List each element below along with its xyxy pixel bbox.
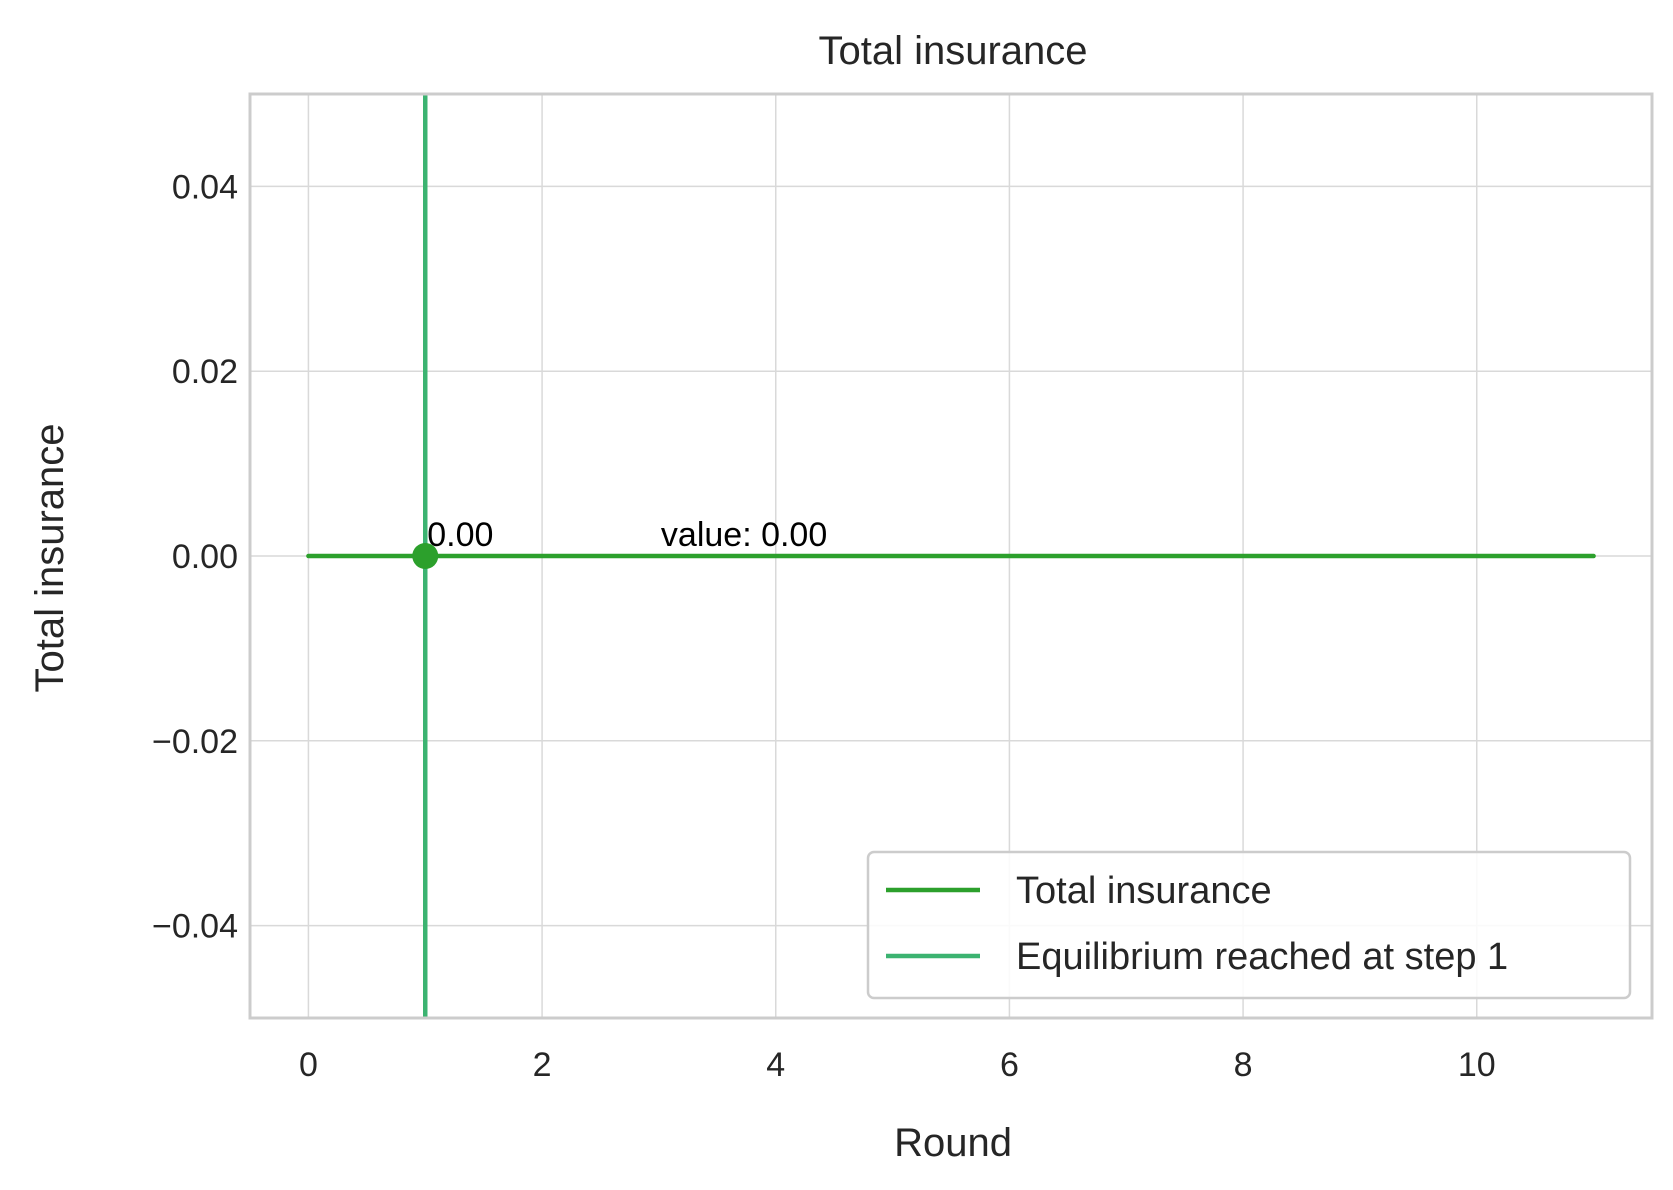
legend-box <box>866 850 1632 1000</box>
y-tick-label: −0.02 <box>152 723 238 761</box>
y-tick-label: 0.00 <box>172 538 238 576</box>
x-tick-label: 0 <box>299 1046 318 1084</box>
y-tick-labels: 0.04 0.02 0.00 −0.02 −0.04 <box>152 168 238 945</box>
plot-frame <box>248 92 1654 1020</box>
y-tick-label: −0.04 <box>152 908 238 946</box>
x-tick-label: 8 <box>1234 1046 1253 1084</box>
annotation-label: value: 0.00 <box>661 516 827 554</box>
x-tick-labels: 0 2 4 6 8 10 <box>299 1046 1496 1084</box>
y-tick-label: 0.04 <box>172 168 238 206</box>
x-axis-label: Round <box>894 1121 1012 1165</box>
legend-entry-label: Total insurance <box>1016 870 1272 912</box>
x-tick-label: 2 <box>533 1046 552 1084</box>
legend: Total insurance Equilibrium reached at st… <box>866 850 1632 1000</box>
x-tick-label: 4 <box>766 1046 785 1084</box>
chart-title: Total insurance <box>818 29 1087 73</box>
equilibrium-point <box>412 543 439 569</box>
legend-entry-label: Equilibrium reached at step 1 <box>1016 936 1508 978</box>
series-layer <box>306 94 1596 1018</box>
annotations: 0.00 value: 0.00 <box>427 516 827 554</box>
y-tick-label: 0.02 <box>172 353 238 391</box>
x-tick-label: 10 <box>1458 1046 1496 1084</box>
y-axis-label: Total insurance <box>28 423 72 692</box>
x-tick-label: 6 <box>1000 1046 1019 1084</box>
annotation-label: 0.00 <box>427 516 493 554</box>
